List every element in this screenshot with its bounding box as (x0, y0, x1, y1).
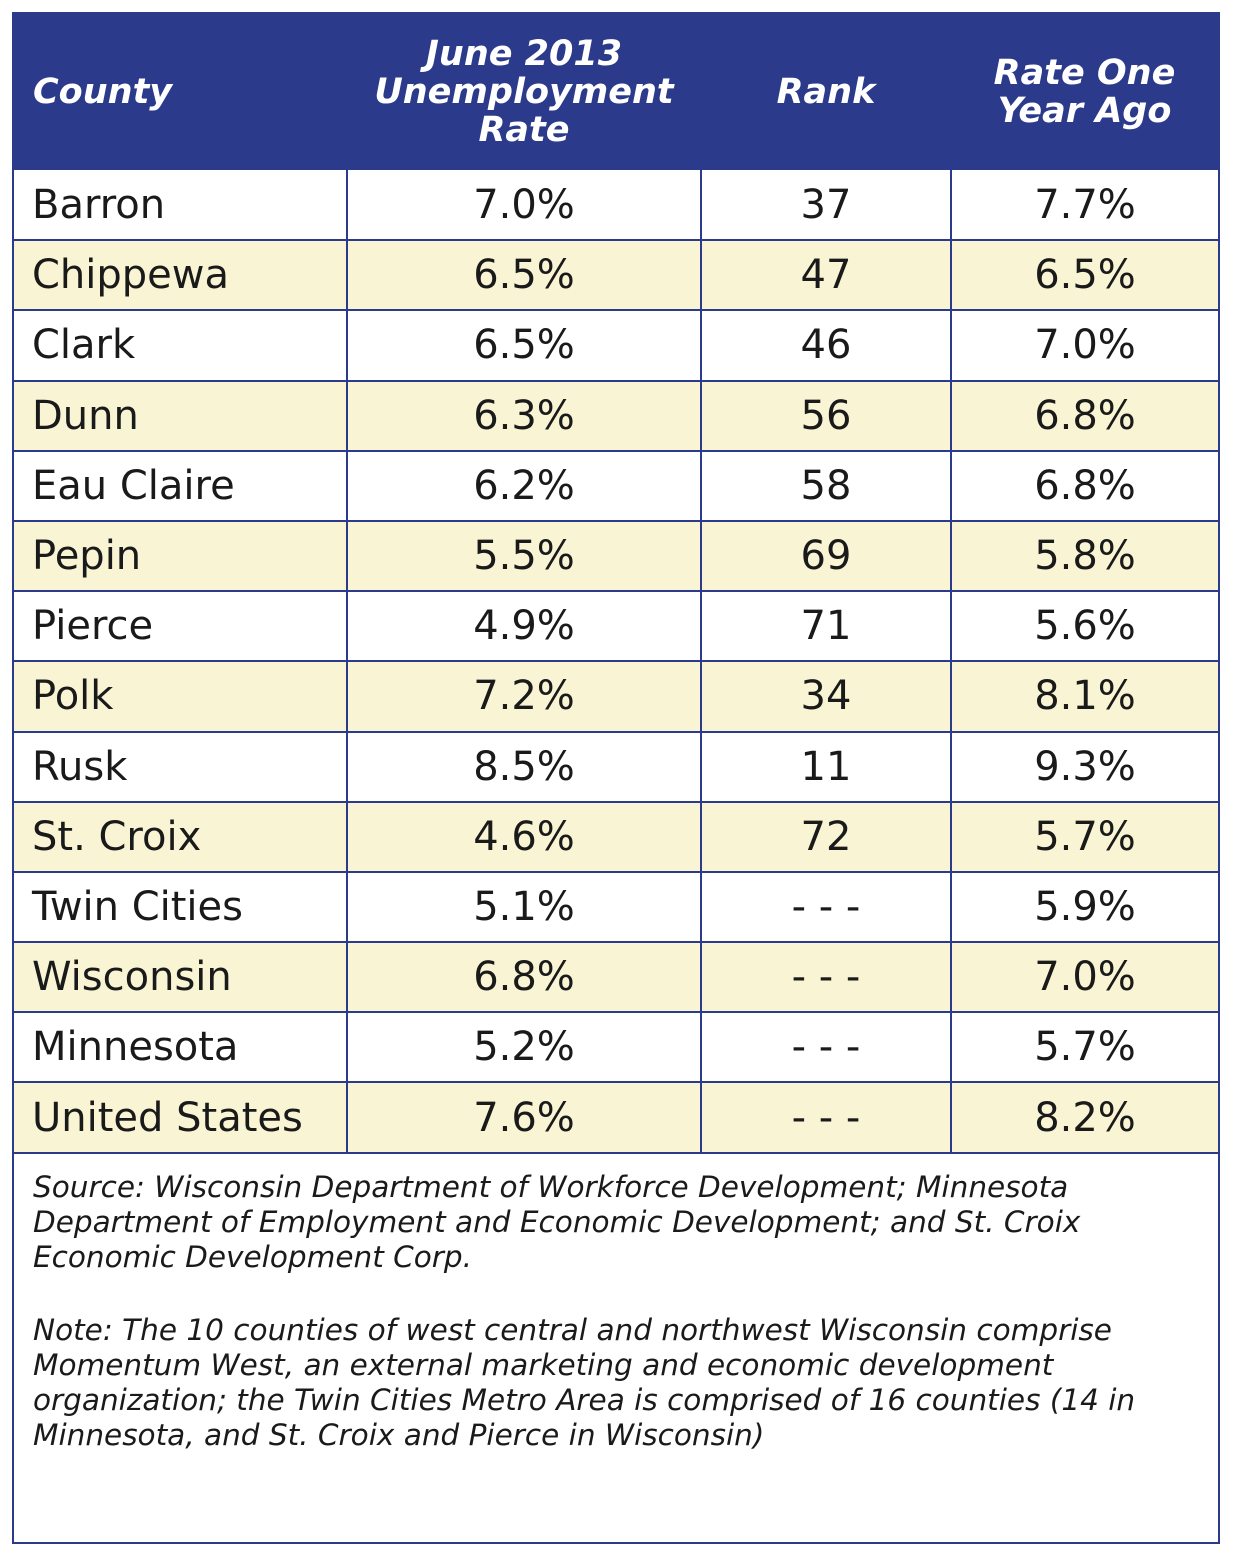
cell-rank: - - - (700, 942, 951, 1014)
cell-rate-year-ago: 7.7% (950, 170, 1218, 242)
cell-rank: 71 (700, 591, 951, 663)
table-row: Dunn 6.3% 56 6.8% (14, 380, 1218, 452)
cell-rank: 34 (700, 661, 951, 733)
table-row: Wisconsin 6.8% - - - 7.0% (14, 942, 1218, 1014)
cell-rate-year-ago: 5.6% (950, 591, 1218, 663)
header-rate-line2: Unemployment (374, 72, 674, 112)
cell-rate: 5.5% (346, 520, 701, 593)
cell-rank: 72 (700, 801, 951, 873)
cell-county: Pierce (14, 591, 347, 663)
header-ago-line2: Year Ago (997, 91, 1172, 131)
table-row: Clark 6.5% 46 7.0% (14, 310, 1218, 382)
cell-rate: 4.6% (346, 801, 701, 873)
cell-rate: 6.8% (346, 942, 701, 1014)
cell-rate-year-ago: 6.8% (950, 450, 1218, 522)
cell-rate: 5.2% (346, 1012, 701, 1084)
cell-rate-year-ago: 5.8% (950, 520, 1218, 593)
table-row: Twin Cities 5.1% - - - 5.9% (14, 871, 1218, 944)
source-note: Source: Wisconsin Department of Workforc… (33, 1170, 1081, 1274)
header-county: County (33, 72, 173, 112)
cell-county: Polk (14, 661, 347, 733)
table-row: Polk 7.2% 34 8.1% (14, 661, 1218, 733)
cell-rate-year-ago: 7.0% (950, 310, 1218, 382)
cell-rate-year-ago: 5.7% (950, 801, 1218, 873)
cell-rate: 6.5% (346, 240, 701, 312)
table-row: Pierce 4.9% 71 5.6% (14, 591, 1218, 663)
cell-county: Dunn (14, 380, 347, 452)
cell-rank: 47 (700, 240, 951, 312)
cell-rank: 58 (700, 450, 951, 522)
cell-rate-year-ago: 8.2% (950, 1082, 1218, 1154)
cell-rank: 69 (700, 520, 951, 593)
cell-rank: - - - (700, 871, 951, 944)
cell-rank: 56 (700, 380, 951, 452)
cell-rate-year-ago: 9.3% (950, 731, 1218, 803)
cell-rate: 4.9% (346, 591, 701, 663)
footnotes: Source: Wisconsin Department of Workforc… (33, 1170, 1203, 1453)
cell-rate-year-ago: 6.5% (950, 240, 1218, 312)
table-row: Rusk 8.5% 11 9.3% (14, 731, 1218, 803)
cell-county: St. Croix (14, 801, 347, 873)
table-row: Minnesota 5.2% - - - 5.7% (14, 1012, 1218, 1084)
table-row: Pepin 5.5% 69 5.8% (14, 520, 1218, 593)
cell-rate: 6.5% (346, 310, 701, 382)
cell-rate: 5.1% (346, 871, 701, 944)
cell-rate-year-ago: 7.0% (950, 942, 1218, 1014)
table-row: Eau Claire 6.2% 58 6.8% (14, 450, 1218, 522)
header-rate-line3: Rate (478, 110, 570, 150)
cell-rank: - - - (700, 1012, 951, 1084)
header-rate-one-year-ago: Rate One Year Ago (951, 14, 1218, 170)
header-rate-line1: June 2013 (425, 34, 623, 74)
cell-rate-year-ago: 6.8% (950, 380, 1218, 452)
cell-county: Chippewa (14, 240, 347, 312)
table-row: Barron 7.0% 37 7.7% (14, 170, 1218, 242)
cell-rate: 7.2% (346, 661, 701, 733)
cell-county: Twin Cities (14, 871, 347, 944)
table-row: United States 7.6% - - - 8.2% (14, 1082, 1218, 1154)
table-row: St. Croix 4.6% 72 5.7% (14, 801, 1218, 873)
unemployment-table-panel: County June 2013 Unemployment Rate Rank … (12, 12, 1220, 1544)
cell-rate: 6.2% (346, 450, 701, 522)
cell-county: Clark (14, 310, 347, 382)
cell-rank: 11 (700, 731, 951, 803)
cell-county: Wisconsin (14, 942, 347, 1014)
header-june-2013-rate: June 2013 Unemployment Rate (347, 14, 701, 170)
table-body: Barron 7.0% 37 7.7% Chippewa 6.5% 47 6.5… (14, 170, 1218, 1154)
cell-rate: 6.3% (346, 380, 701, 452)
header-ago-line1: Rate One (993, 53, 1176, 93)
cell-rank: - - - (700, 1082, 951, 1154)
cell-rate: 8.5% (346, 731, 701, 803)
cell-county: United States (14, 1082, 347, 1154)
table-row: Chippewa 6.5% 47 6.5% (14, 240, 1218, 312)
explanatory-note: Note: The 10 counties of west central an… (33, 1313, 1136, 1452)
cell-rate: 7.0% (346, 170, 701, 242)
unemployment-table: County June 2013 Unemployment Rate Rank … (14, 14, 1218, 1154)
cell-rate: 7.6% (346, 1082, 701, 1154)
cell-county: Barron (14, 170, 347, 242)
header-rank: Rank (776, 72, 876, 112)
cell-rank: 46 (700, 310, 951, 382)
cell-rate-year-ago: 5.7% (950, 1012, 1218, 1084)
cell-rate-year-ago: 8.1% (950, 661, 1218, 733)
cell-county: Eau Claire (14, 450, 347, 522)
header-row: County June 2013 Unemployment Rate Rank … (14, 14, 1218, 170)
cell-rate-year-ago: 5.9% (950, 871, 1218, 944)
table-header: County June 2013 Unemployment Rate Rank … (14, 14, 1218, 170)
cell-county: Pepin (14, 520, 347, 593)
cell-county: Minnesota (14, 1012, 347, 1084)
cell-county: Rusk (14, 731, 347, 803)
cell-rank: 37 (700, 170, 951, 242)
